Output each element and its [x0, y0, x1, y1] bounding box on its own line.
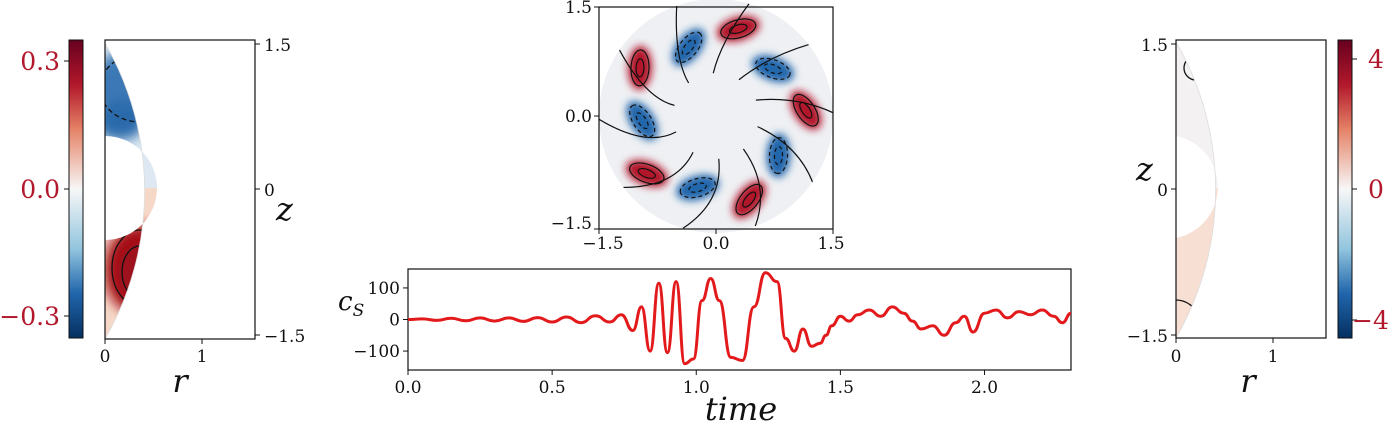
ring-contour-inner: [635, 58, 645, 78]
left-y-tick: −1.5: [264, 327, 305, 347]
right-outline: [1175, 41, 1217, 339]
right-y-label: z: [1135, 150, 1154, 188]
ring-contour: [735, 183, 764, 216]
left-y-label: z: [275, 190, 294, 228]
right-y-tick: −1.5: [1127, 327, 1168, 347]
ring-x-tick: 0.0: [702, 234, 729, 254]
timeseries-frame: [407, 268, 1072, 371]
ring-contour-inner: [637, 167, 656, 179]
ring-contour: [679, 177, 716, 199]
right-colorbar-tick: 4: [1368, 45, 1384, 74]
ts-x-tick: 1.5: [827, 378, 854, 398]
ring-zero-contour: [742, 148, 762, 227]
ts-x-tick: 0.5: [539, 378, 566, 398]
right-x-tick: 1: [1268, 347, 1279, 367]
left-field: [105, 43, 157, 339]
negative-vortex: [626, 101, 658, 141]
ts-y-tick: 0: [389, 311, 400, 331]
cs-series-line: [407, 271, 1072, 366]
ts-y-tick: −100: [353, 342, 400, 362]
positive-vortex: [716, 15, 760, 42]
ring-contour: [674, 31, 703, 64]
ring-x-tick: 1.5: [817, 234, 844, 254]
ring-y-tick: −1.5: [551, 214, 592, 234]
right-colorbar: [1337, 39, 1353, 339]
ring-contour: [630, 49, 650, 87]
left-y-tick: 0: [264, 181, 275, 201]
ts-y-label: cS: [338, 287, 364, 321]
ring-zero-contour: [757, 126, 814, 183]
left-colorbar-tick: 0.3: [20, 47, 60, 76]
ring-contour-inner: [763, 63, 783, 75]
ts-y-tick: 100: [368, 279, 400, 299]
left-y-tick: 1.5: [264, 36, 291, 56]
left-x-tick: 0: [100, 347, 111, 367]
ring-panel: −1.5 0.0 1.5 1.5 0.0 −1.5: [551, 0, 845, 254]
ts-x-tick: 0.0: [394, 378, 421, 398]
ring-contour: [720, 18, 757, 40]
ring-zero-contour: [618, 49, 675, 106]
ring-y-tick: 0.0: [565, 107, 592, 127]
right-colorbar-tick: −4: [1352, 306, 1389, 335]
ring-zero-contour: [712, 3, 750, 74]
left-colorbar-tick: −0.3: [0, 302, 60, 331]
ts-x-tick: 1.0: [683, 378, 710, 398]
ring-contour-inner: [688, 182, 708, 193]
left-outline: [104, 42, 146, 340]
ring-contour-inner: [742, 191, 757, 208]
left-x-label: r: [172, 362, 189, 400]
negative-vortex: [676, 174, 720, 201]
ring-contour: [768, 136, 789, 175]
ring-zero-contour: [682, 158, 720, 229]
right-colorbar-tick: 0: [1368, 175, 1384, 204]
ring-y-tick: 1.5: [565, 0, 592, 18]
right-panel: 0 1 r 1.5 0 −1.5 z 4 0 −4: [1127, 36, 1389, 400]
right-y-tick: 0: [1157, 181, 1168, 201]
ring-x-tick: −1.5: [582, 234, 623, 254]
ring-zero-contour: [755, 98, 833, 114]
negative-vortex: [672, 28, 706, 67]
right-x-tick: 0: [1171, 347, 1182, 367]
positive-vortex: [627, 45, 653, 90]
right-x-label: r: [1240, 362, 1257, 400]
ring-zero-contour: [675, 5, 690, 84]
ts-y-label-main: c: [338, 287, 353, 317]
right-frame: [1175, 39, 1327, 339]
ring-contour: [755, 57, 791, 80]
ring-zero-contour: [738, 44, 809, 81]
positive-vortex: [625, 159, 668, 188]
timeseries-panel: 0.0 0.5 1.0 1.5 2.0 100 0 −100 time cS: [338, 268, 1072, 427]
negative-vortex: [751, 55, 794, 83]
right-y-tick: 1.5: [1141, 36, 1168, 56]
negative-vortex: [766, 133, 791, 178]
left-colorbar: [68, 39, 84, 339]
ring-field: [599, 0, 833, 233]
right-field: [1176, 42, 1218, 338]
left-panel: 0.3 0.0 −0.3: [0, 36, 305, 400]
ring-contour: [629, 104, 656, 138]
positive-vortex: [732, 180, 766, 219]
left-colorbar-tick: 0.0: [20, 175, 60, 204]
ts-x-label: time: [705, 390, 777, 427]
ring-contour-inner: [728, 23, 748, 35]
ts-y-label-sub: S: [353, 301, 365, 321]
positive-vortex: [789, 90, 822, 130]
left-frame: [104, 39, 256, 340]
ts-x-tick: 2.0: [971, 378, 998, 398]
ring-zero-contour: [623, 151, 694, 189]
left-x-tick: 1: [197, 347, 208, 367]
ring-zero-contour: [599, 118, 677, 139]
